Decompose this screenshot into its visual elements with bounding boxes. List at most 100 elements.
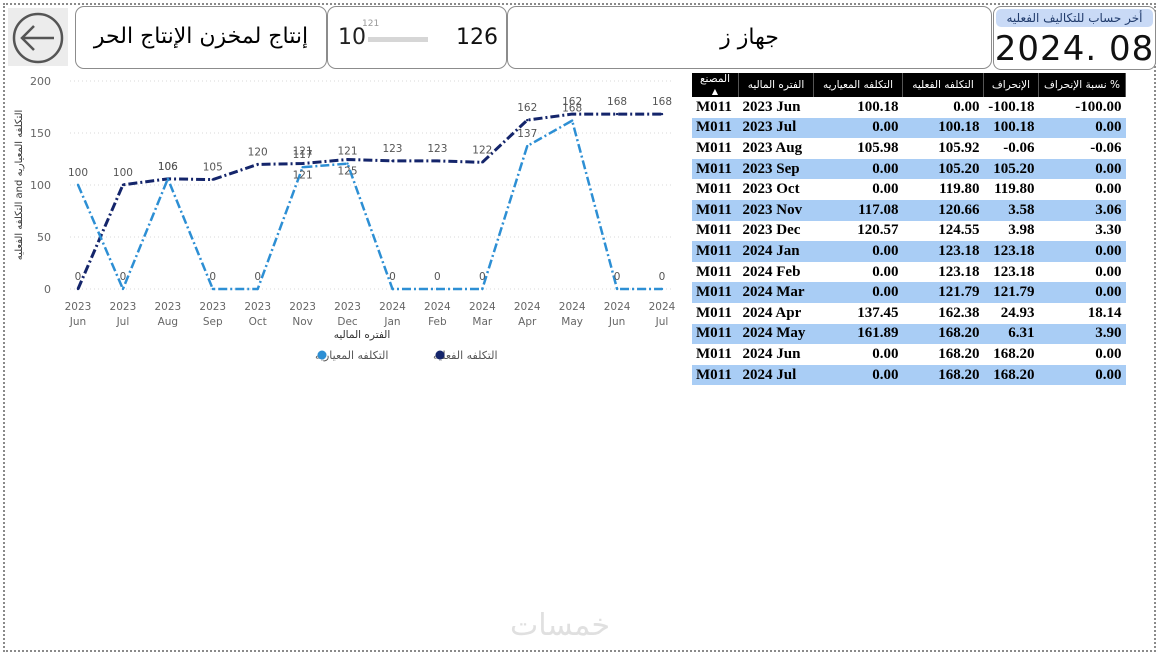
table-cell: 2023 Sep	[738, 158, 814, 180]
table-cell: 100.18	[983, 117, 1039, 139]
table-cell: 2023 Dec	[742, 222, 801, 239]
data-label: 123	[382, 143, 402, 155]
table-cell: M011	[692, 241, 739, 262]
x-tick-year: 2024	[514, 301, 541, 313]
table-cell: 2023 Aug	[742, 139, 803, 156]
table-cell: 119.80	[994, 181, 1035, 198]
table-row[interactable]: M011 2023 Oct 0.00 119.80 119.80 0.00	[692, 179, 1126, 200]
x-tick-month: Jul	[655, 316, 669, 328]
table-cell: M011	[696, 98, 732, 115]
table-cell: 2023 Jun	[742, 98, 801, 115]
table-cell: M011	[692, 199, 739, 221]
x-tick-month: Jun	[69, 316, 86, 328]
x-tick-year: 2024	[604, 301, 631, 313]
table-cell: 0.00	[872, 345, 899, 362]
table-cell: 119.80	[939, 181, 980, 198]
data-point	[256, 287, 259, 291]
table-cell: 2024 May	[738, 323, 814, 345]
data-point	[570, 112, 574, 116]
table-cell: 2024 Feb	[742, 263, 801, 280]
x-tick-month: Nov	[292, 316, 313, 328]
table-cell: -100.18	[988, 98, 1035, 115]
table-cell: 168.20	[993, 345, 1035, 362]
table-cell: M011	[692, 323, 739, 345]
table-row[interactable]: M011 2023 Dec 120.57 124.55 3.98 3.30	[692, 221, 1126, 242]
x-tick-year: 2023	[244, 301, 271, 313]
table-cell: 0.00	[813, 364, 903, 386]
table-row[interactable]: M011 2024 Feb 0.00 123.18 123.18 0.00	[692, 262, 1126, 283]
table-row[interactable]: M011 2024 Jul 0.00 168.20 168.20 0.00	[692, 364, 1126, 386]
x-tick-year: 2024	[424, 301, 451, 313]
data-point	[346, 158, 349, 161]
table-cell: M011	[696, 222, 732, 239]
col-header-variance[interactable]: الإنحراف	[983, 73, 1039, 97]
table-cell: 24.93	[1000, 304, 1035, 321]
table-row[interactable]: M011 2024 Apr 137.45 162.38 24.93 18.14	[692, 303, 1126, 324]
y-axis-title: التكلفه الفعليه and التكلفه المعياريه	[14, 110, 25, 261]
code-side: 10	[338, 25, 366, 50]
x-axis-title: الفتره الماليه	[334, 329, 391, 341]
table-row[interactable]: M011 2023 Jun 100.18 0.00 -100.18 -100.00	[692, 97, 1126, 118]
x-tick-month: Aug	[158, 316, 179, 328]
data-point	[615, 287, 619, 291]
data-label: 100	[113, 167, 133, 179]
table-cell: 162.38	[938, 304, 980, 321]
table-cell: 168.20	[938, 345, 980, 362]
data-point	[436, 287, 439, 291]
table-cell: 2023 Oct	[742, 181, 800, 198]
table-cell: 3.06	[1038, 199, 1126, 221]
device-name: جهاز ز	[720, 25, 779, 50]
table-cell: 18.14	[1087, 304, 1122, 321]
data-label: 105	[203, 162, 223, 174]
data-point	[166, 177, 170, 180]
table-row[interactable]: M011 2023 Jul 0.00 100.18 100.18 0.00	[692, 117, 1126, 139]
data-label: 162	[517, 102, 537, 114]
table-cell: 168.20	[902, 364, 984, 386]
data-point	[121, 183, 125, 187]
table-cell: M011	[696, 139, 732, 156]
table-cell: 0.00	[813, 282, 903, 303]
table-row[interactable]: M011 2024 May 161.89 168.20 6.31 3.90	[692, 323, 1126, 345]
y-tick-label: 150	[30, 127, 51, 140]
col-header-actual[interactable]: التكلفه الفعليه	[902, 73, 984, 97]
table-cell: 105.98	[857, 139, 899, 156]
data-label: 0	[120, 271, 127, 283]
table-row[interactable]: M011 2023 Nov 117.08 120.66 3.58 3.06	[692, 199, 1126, 221]
back-button[interactable]	[8, 8, 68, 66]
table-cell: 124.55	[938, 222, 980, 239]
data-point	[615, 112, 619, 116]
data-label: 121	[293, 146, 313, 158]
table-cell: 100.18	[857, 98, 899, 115]
code-card: 121 10 126	[327, 6, 507, 69]
table-body: M011 2023 Jun 100.18 0.00 -100.18 -100.00 M011…	[692, 97, 1126, 386]
data-label: 0	[389, 271, 396, 283]
table-row[interactable]: M011 2024 Jan 0.00 123.18 123.18 0.00	[692, 241, 1126, 262]
data-point	[346, 162, 349, 165]
table-cell: 0.00	[813, 158, 903, 180]
col-header-standard[interactable]: التكلفه المعياريه	[813, 73, 903, 97]
data-label: 125	[338, 165, 358, 177]
data-label: 0	[254, 271, 261, 283]
y-tick-label: 50	[37, 231, 51, 244]
col-header-variance-pct[interactable]: % نسبة الإنحراف	[1038, 73, 1126, 97]
legend-label: التكلفه الفعليه	[433, 349, 498, 362]
series-line-0	[76, 112, 662, 290]
cost-table: المصنع ▲ الفتره الماليه التكلفه المعياريه…	[692, 73, 1126, 386]
data-label: 123	[427, 143, 447, 155]
table-cell: 161.89	[813, 323, 903, 345]
table-cell: 100.18	[902, 117, 984, 139]
table-row[interactable]: M011 2024 Mar 0.00 121.79 121.79 0.00	[692, 282, 1126, 303]
data-label: 0	[209, 271, 216, 283]
table-row[interactable]: M011 2023 Aug 105.98 105.92 -0.06 -0.06	[692, 138, 1126, 159]
col-header-period[interactable]: الفتره الماليه	[738, 73, 814, 97]
data-point	[526, 144, 529, 148]
table-cell: 0.00	[953, 98, 980, 115]
col-header-plant[interactable]: المصنع ▲	[692, 73, 739, 97]
table-row[interactable]: M011 2023 Sep 0.00 105.20 105.20 0.00	[692, 158, 1126, 180]
table-cell: 117.08	[813, 199, 903, 221]
table-row[interactable]: M011 2024 Jun 0.00 168.20 168.20 0.00	[692, 344, 1126, 365]
table-cell: -0.06	[1090, 139, 1122, 156]
table-cell: M011	[696, 181, 732, 198]
data-label: 168	[607, 96, 627, 108]
data-point	[391, 159, 394, 163]
